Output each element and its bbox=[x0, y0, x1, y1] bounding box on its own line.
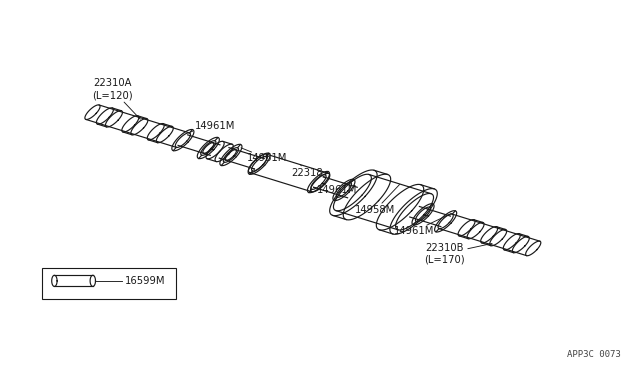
Bar bbox=[42, 268, 176, 299]
Text: 22310B
(L=170): 22310B (L=170) bbox=[424, 243, 492, 264]
Text: 14961M: 14961M bbox=[394, 214, 452, 236]
Text: 16599M: 16599M bbox=[125, 276, 165, 286]
Text: 14958M: 14958M bbox=[355, 185, 399, 215]
Text: 14961M: 14961M bbox=[241, 148, 287, 163]
Text: 14961M: 14961M bbox=[317, 181, 357, 195]
Text: 22310A
(L=120): 22310A (L=120) bbox=[92, 78, 140, 119]
Text: APP3C 0073: APP3C 0073 bbox=[567, 350, 621, 359]
Text: 14961M: 14961M bbox=[190, 122, 236, 132]
Text: 22318: 22318 bbox=[291, 165, 323, 178]
